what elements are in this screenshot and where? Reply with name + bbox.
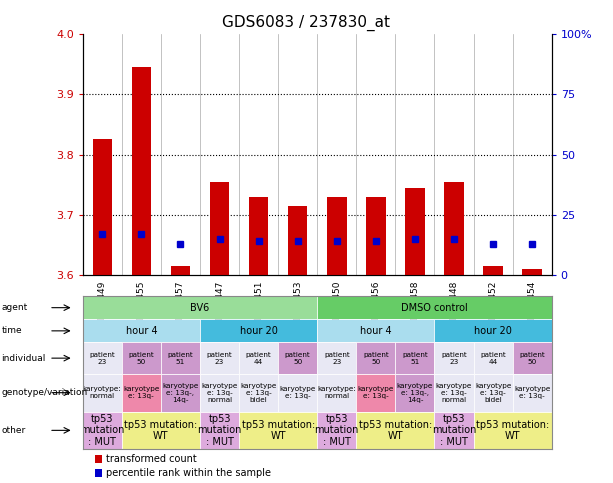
Text: hour 4: hour 4 [126,326,157,336]
Text: karyotype
e: 13q-,
14q-: karyotype e: 13q-, 14q- [162,383,199,403]
Text: genotype/variation: genotype/variation [1,388,88,397]
Text: hour 20: hour 20 [240,326,278,336]
Text: karyotype:
normal: karyotype: normal [318,386,356,399]
Text: karyotype:
normal: karyotype: normal [83,386,122,399]
Text: karyotype
e: 13q-: karyotype e: 13q- [514,386,550,399]
Bar [122,374,161,412]
Bar [200,374,239,412]
Bar [83,412,122,449]
Bar [435,342,474,374]
Text: tp53
mutation
: MUT: tp53 mutation : MUT [197,414,242,447]
Text: individual: individual [1,354,45,363]
Text: tp53 mutation:
WT: tp53 mutation: WT [242,420,314,441]
Text: tp53 mutation:
WT: tp53 mutation: WT [359,420,432,441]
Bar [474,412,552,449]
Bar [318,319,435,342]
Text: patient
23: patient 23 [324,352,349,365]
Text: percentile rank within the sample: percentile rank within the sample [106,468,271,478]
Text: karyotype
e: 13q-: karyotype e: 13q- [357,386,394,399]
Bar [395,374,435,412]
Text: karyotype
e: 13q-
normal: karyotype e: 13q- normal [436,383,472,403]
Bar [318,374,356,412]
Bar [327,197,346,275]
Text: patient
50: patient 50 [519,352,545,365]
Bar [93,140,112,275]
Bar [210,182,229,275]
Bar [200,319,318,342]
Bar [132,67,151,275]
Text: karyotype
e: 13q-,
14q-: karyotype e: 13q-, 14q- [397,383,433,403]
Text: tp53
mutation
: MUT: tp53 mutation : MUT [314,414,359,447]
Bar [239,412,318,449]
Bar [318,412,356,449]
Bar [249,197,268,275]
Bar [200,342,239,374]
Text: patient
51: patient 51 [402,352,428,365]
Bar [239,374,278,412]
Bar [356,412,435,449]
Bar [395,342,435,374]
Text: patient
51: patient 51 [167,352,193,365]
Text: tp53 mutation:
WT: tp53 mutation: WT [476,420,549,441]
Text: hour 4: hour 4 [360,326,392,336]
Text: patient
23: patient 23 [207,352,232,365]
Bar [83,342,122,374]
Bar [288,206,308,275]
Text: patient
44: patient 44 [246,352,272,365]
Text: patient
44: patient 44 [480,352,506,365]
Text: time: time [1,327,22,335]
Bar [122,412,200,449]
Bar [435,412,474,449]
Text: karyotype
e: 13q-
normal: karyotype e: 13q- normal [201,383,238,403]
Text: karyotype
e: 13q-: karyotype e: 13q- [123,386,159,399]
Text: tp53
mutation
: MUT: tp53 mutation : MUT [80,414,124,447]
Bar [122,342,161,374]
Bar [170,266,190,275]
Text: tp53 mutation:
WT: tp53 mutation: WT [124,420,197,441]
Text: agent: agent [1,303,28,312]
Bar [483,266,503,275]
Bar [405,188,425,275]
Text: patient
23: patient 23 [89,352,115,365]
Bar [435,374,474,412]
Bar [161,374,200,412]
Text: patient
23: patient 23 [441,352,467,365]
Bar [161,342,200,374]
Text: transformed count: transformed count [106,454,197,464]
Bar [278,342,318,374]
Bar [366,197,386,275]
Text: karyotype
e: 13q-
bidel: karyotype e: 13q- bidel [240,383,277,403]
Bar [474,342,512,374]
Text: patient
50: patient 50 [129,352,154,365]
Bar [435,319,552,342]
Text: karyotype
e: 13q-: karyotype e: 13q- [280,386,316,399]
Bar [83,296,318,319]
Bar [83,319,200,342]
Text: hour 20: hour 20 [474,326,512,336]
Text: tp53
mutation
: MUT: tp53 mutation : MUT [432,414,476,447]
Bar [200,412,239,449]
Bar [278,374,318,412]
Text: patient
50: patient 50 [285,352,311,365]
Text: GDS6083 / 237830_at: GDS6083 / 237830_at [223,14,390,31]
Text: patient
50: patient 50 [363,352,389,365]
Bar [356,342,395,374]
Bar [522,270,542,275]
Bar [356,374,395,412]
Bar [474,374,512,412]
Bar [444,182,464,275]
Text: BV6: BV6 [191,303,210,313]
Bar [239,342,278,374]
Bar [83,374,122,412]
Bar [318,296,552,319]
Text: DMSO control: DMSO control [401,303,468,313]
Bar [318,342,356,374]
Text: karyotype
e: 13q-
bidel: karyotype e: 13q- bidel [475,383,511,403]
Bar [512,374,552,412]
Bar [512,342,552,374]
Text: other: other [1,426,26,435]
